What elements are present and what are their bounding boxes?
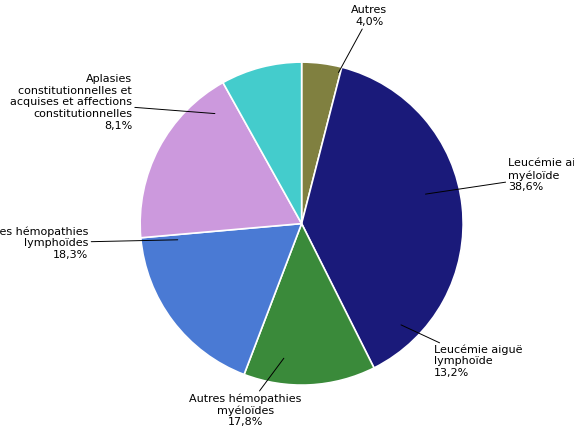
- Wedge shape: [141, 224, 301, 375]
- Text: Leucémie aiguë
myéloïde
38,6%: Leucémie aiguë myéloïde 38,6%: [425, 158, 574, 194]
- Text: Aplasies
constitutionnelles et
acquises et affections
constitutionnelles
8,1%: Aplasies constitutionnelles et acquises …: [10, 74, 215, 131]
- Text: Leucémie aiguë
lymphoïde
13,2%: Leucémie aiguë lymphoïde 13,2%: [401, 325, 522, 378]
- Text: Autres
4,0%: Autres 4,0%: [339, 5, 387, 73]
- Wedge shape: [223, 62, 301, 224]
- Text: Autres hémopathies
myéloïdes
17,8%: Autres hémopathies myéloïdes 17,8%: [189, 358, 301, 427]
- Wedge shape: [244, 224, 374, 385]
- Wedge shape: [140, 83, 301, 238]
- Text: Autres hémopathies
lymphoïdes
18,3%: Autres hémopathies lymphoïdes 18,3%: [0, 226, 178, 260]
- Wedge shape: [301, 62, 342, 224]
- Wedge shape: [301, 67, 463, 368]
